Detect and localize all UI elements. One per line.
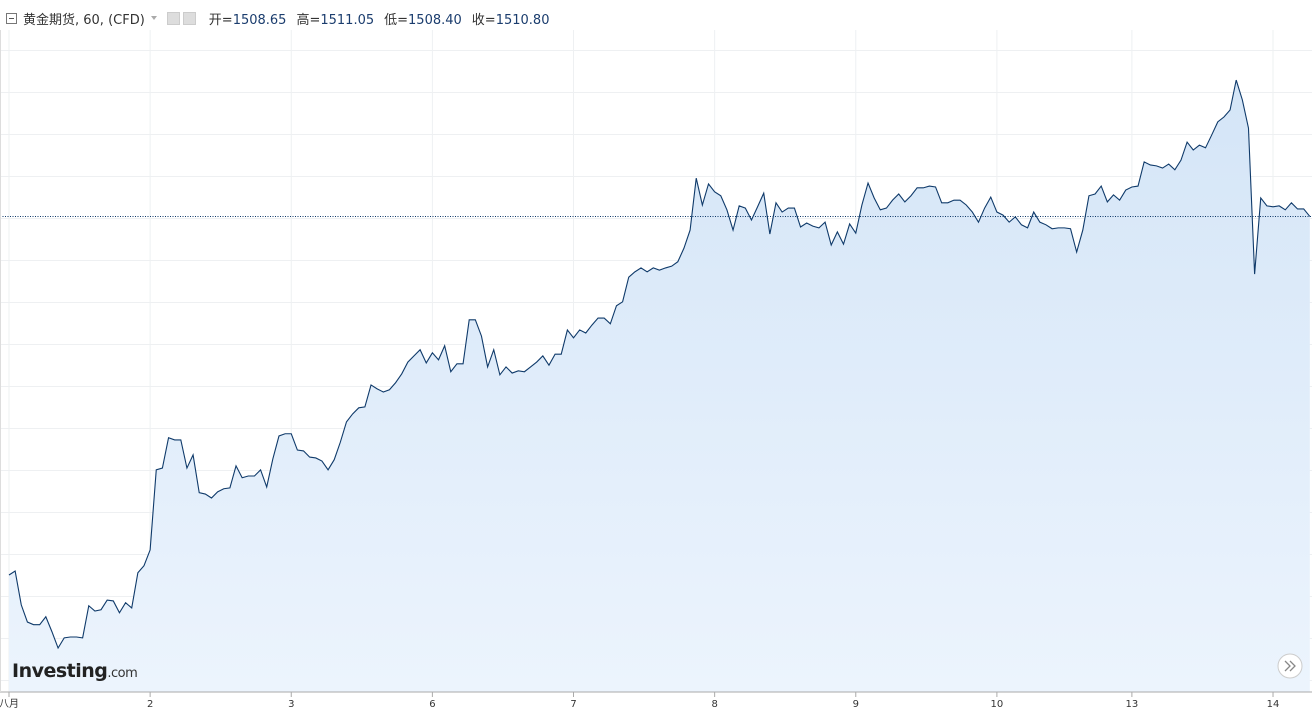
area (9, 80, 1310, 692)
x-tick-label: 6 (429, 699, 435, 710)
ohlc-label: 开= (208, 12, 233, 28)
logo-name: Investing (12, 660, 107, 682)
ohlc-value: 1510.80 (495, 12, 550, 28)
line (8, 79, 1311, 650)
x-tick-label: 八月 (0, 698, 19, 710)
logo-suffix: .com (107, 666, 137, 681)
x-tick-label: 14 (1267, 699, 1280, 710)
scroll-button[interactable] (1277, 653, 1303, 679)
chart-title: 黄金期货, 60, (CFD) (23, 12, 145, 28)
ohlc-label: 收= (471, 12, 496, 28)
chart-header: 黄金期货, 60, (CFD) 开=1508.65 高=1511.05 低=1508… (6, 8, 549, 28)
x-tick-label: 10 (991, 699, 1004, 710)
x-tick-label: 13 (1126, 699, 1139, 710)
collapse-icon[interactable] (6, 12, 17, 24)
x-tick-label: 2 (147, 699, 153, 710)
ohlc: 开=1508.65 高=1511.05 低=1508.40 收=1510.80 (199, 9, 550, 28)
ohlc-value: 1508.65 (232, 12, 287, 28)
dropdown-caret[interactable] (150, 16, 157, 20)
logo: Investing.com (12, 660, 137, 682)
ohlc-label: 高= (296, 12, 321, 28)
settings-icon[interactable] (166, 11, 180, 25)
ohlc-label: 低= (384, 12, 409, 28)
x-tick-label: 9 (853, 699, 859, 710)
ohlc-value: 1511.05 (320, 12, 375, 28)
x-tick-label: 3 (288, 699, 294, 710)
x-tick-label: 8 (711, 699, 717, 710)
x-tick-label: 7 (570, 699, 576, 710)
settings-icon[interactable] (182, 11, 196, 25)
ohlc-value: 1508.40 (408, 12, 462, 28)
